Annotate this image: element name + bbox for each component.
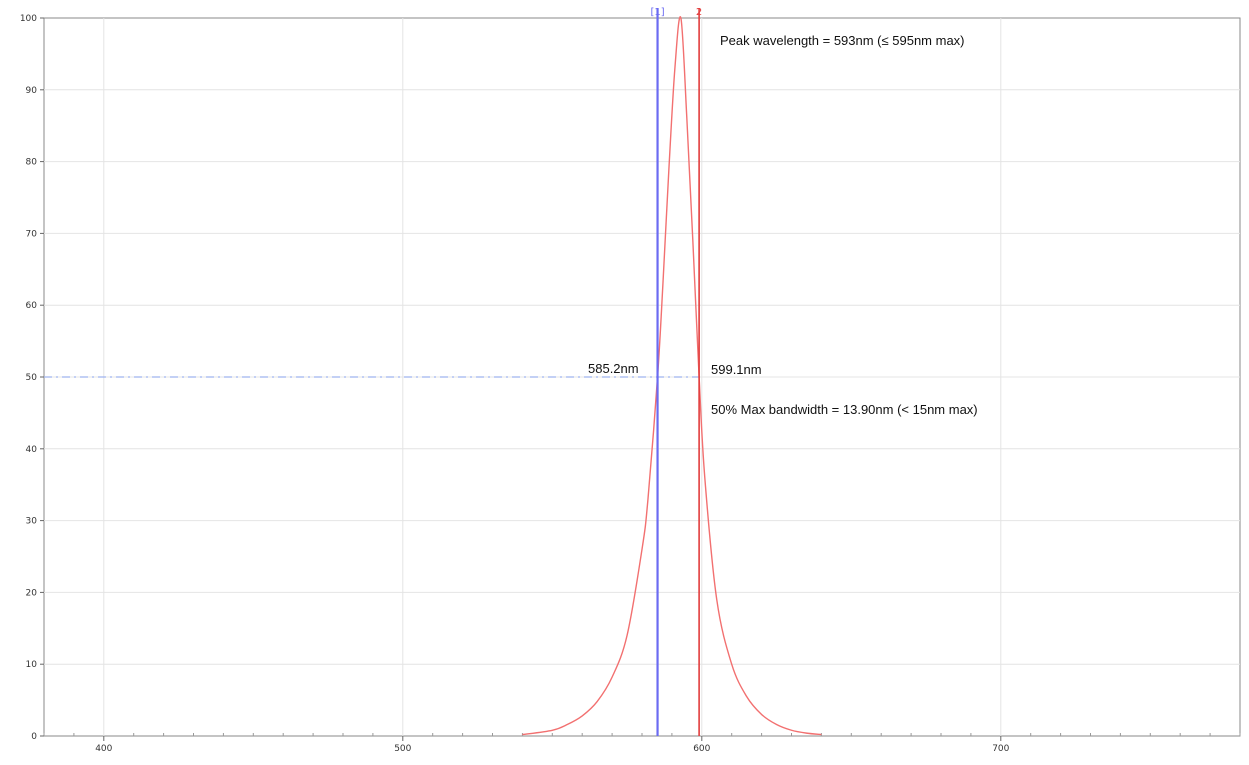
cursor-label-2[interactable]: 2 [696, 7, 702, 18]
x-axis: 400 500 600 700 [95, 736, 1010, 754]
right-crossing-label: 599.1nm [711, 362, 762, 377]
y-tick-label: 30 [26, 517, 38, 527]
y-tick-label: 80 [26, 158, 38, 168]
y-tick-label: 20 [26, 588, 38, 598]
y-tick-label: 100 [20, 14, 37, 24]
y-tick-label: 0 [31, 732, 37, 742]
bandwidth-annotation: 50% Max bandwidth = 13.90nm (< 15nm max) [711, 402, 978, 417]
y-tick-label: 90 [26, 86, 38, 96]
cursor-label-1[interactable]: [1] [650, 7, 664, 18]
y-tick-label: 50 [26, 373, 38, 383]
cursor-layer[interactable]: [1] 2 [650, 7, 702, 736]
y-tick-label: 70 [26, 229, 38, 239]
y-tick-label: 40 [26, 445, 38, 455]
y-tick-label: 60 [26, 301, 38, 311]
x-tick-label: 700 [992, 744, 1009, 754]
minor-ticks [43, 733, 1241, 736]
peak-wavelength-annotation: Peak wavelength = 593nm (≤ 595nm max) [720, 33, 965, 48]
grid [44, 18, 1240, 736]
y-axis: 0 10 20 30 40 50 60 70 80 90 100 [20, 14, 44, 742]
y-tick-label: 10 [26, 660, 38, 670]
spectrum-series-line [522, 15, 822, 736]
left-crossing-label: 585.2nm [588, 361, 639, 376]
x-tick-label: 500 [394, 744, 411, 754]
x-tick-label: 600 [693, 744, 710, 754]
series-layer [522, 15, 822, 736]
x-tick-label: 400 [95, 744, 112, 754]
